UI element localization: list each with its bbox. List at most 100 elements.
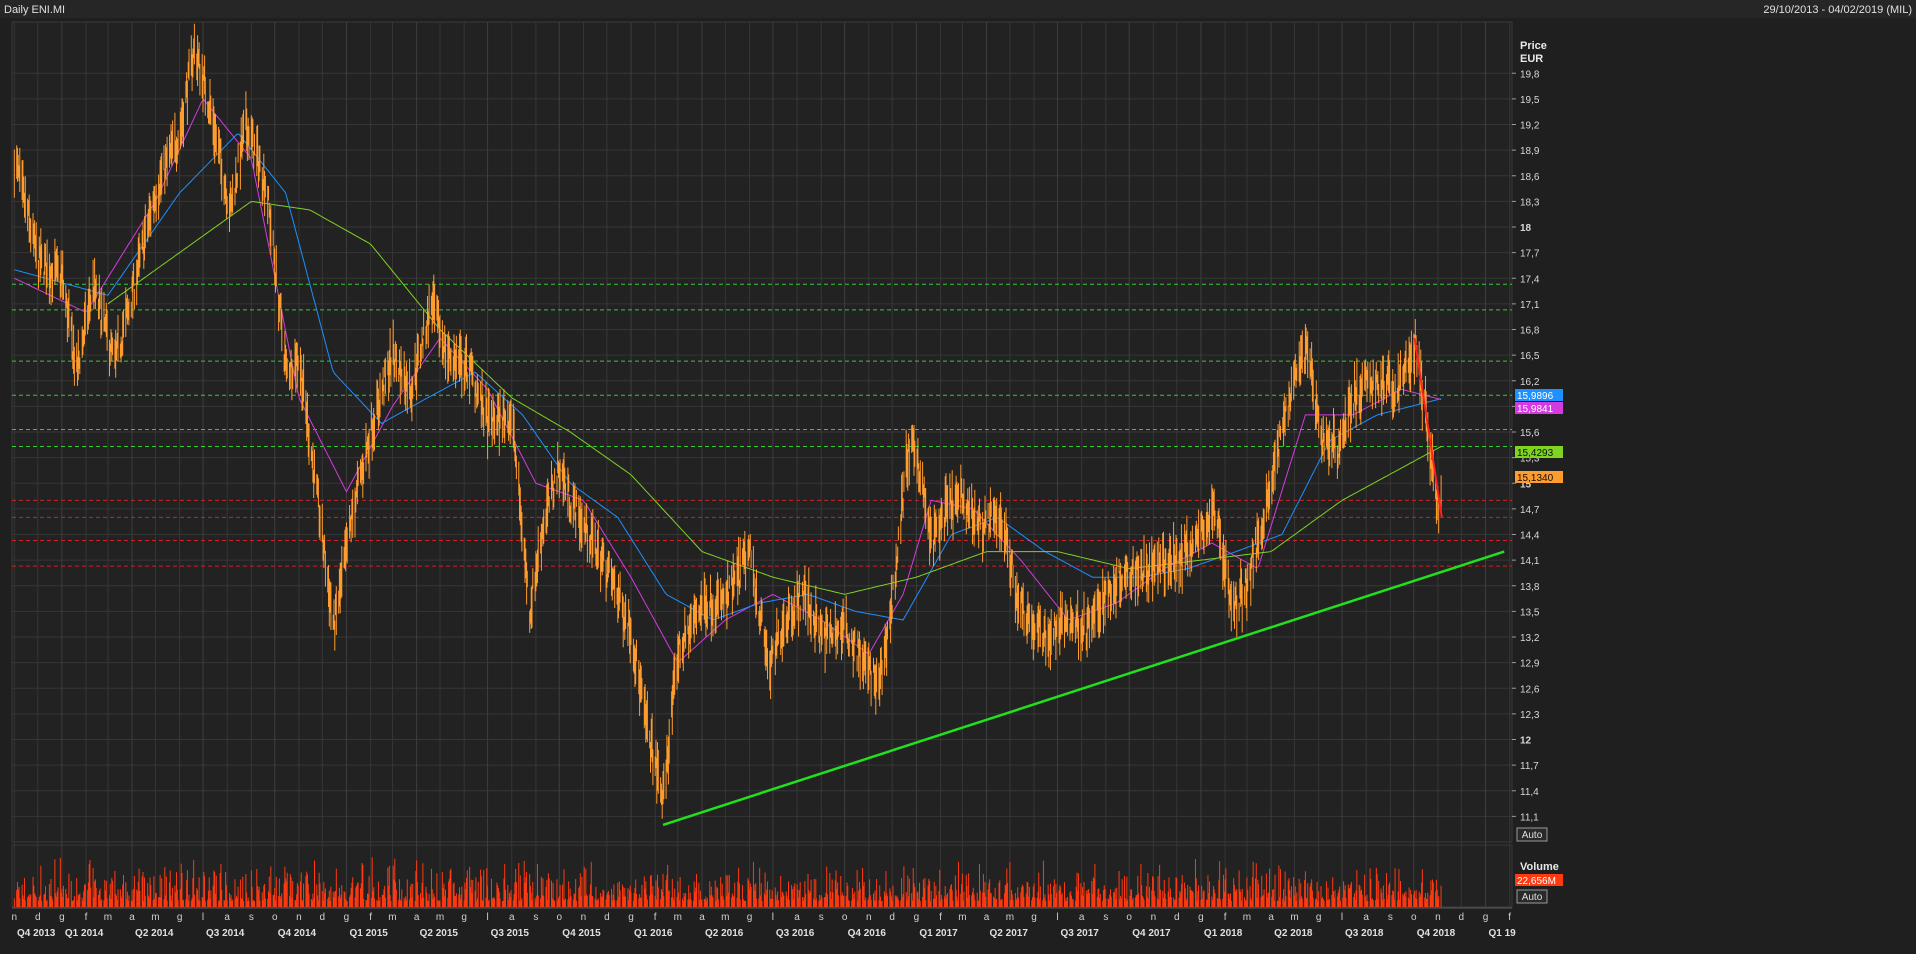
month-label: d	[1459, 912, 1465, 923]
quarter-label: Q1 19	[1488, 928, 1516, 939]
month-label: d	[320, 912, 326, 923]
month-label: a	[1079, 912, 1085, 923]
month-label: o	[1126, 912, 1132, 923]
price-tick-label: 15,6	[1520, 428, 1540, 439]
price-tick-label: 16,2	[1520, 377, 1540, 388]
volume-auto-button[interactable]: Auto	[1516, 889, 1548, 904]
month-label: g	[344, 912, 350, 923]
month-label: g	[914, 912, 920, 923]
value-tag-ma-blue: 15,9896	[1515, 389, 1563, 402]
price-tick-label: 14,7	[1520, 505, 1540, 516]
volume-auto-label: Auto	[1522, 892, 1543, 903]
month-label: m	[1290, 912, 1298, 923]
price-tick-label: 12	[1520, 736, 1532, 747]
price-tick-label: 18,6	[1520, 172, 1540, 183]
month-label: a	[794, 912, 800, 923]
month-label: d	[1174, 912, 1180, 923]
quarter-label: Q4 2014	[278, 928, 317, 939]
price-tick-label: 11,4	[1520, 787, 1539, 798]
date-range: 29/10/2013 - 04/02/2019 (MIL)	[1763, 4, 1912, 16]
month-label: g	[461, 912, 467, 923]
price-tick-label: 14,4	[1520, 531, 1540, 542]
quarter-label: Q1 2018	[1204, 928, 1243, 939]
moving-average-green	[107, 201, 1442, 595]
price-bars	[13, 23, 1442, 819]
month-label: g	[1316, 912, 1322, 923]
price-tick-label: 19,8	[1520, 69, 1540, 80]
month-label: l	[772, 912, 774, 923]
quarter-label: Q1 2014	[65, 928, 104, 939]
price-tick-label: 17,7	[1520, 249, 1540, 260]
value-tag-ma-green-text: 15,4293	[1517, 448, 1554, 459]
header-bar	[0, 0, 1916, 18]
month-label: n	[866, 912, 872, 923]
quarter-label: Q4 2016	[848, 928, 887, 939]
quarter-label: Q4 2013	[17, 928, 56, 939]
price-tick-label: 12,6	[1520, 684, 1540, 695]
month-label: a	[1363, 912, 1369, 923]
month-label: f	[1224, 912, 1227, 923]
quarter-label: Q3 2016	[776, 928, 815, 939]
price-tick-label: 15	[1520, 479, 1532, 490]
month-label: m	[958, 912, 966, 923]
price-tick-label: 17,4	[1520, 274, 1540, 285]
month-label: o	[1411, 912, 1417, 923]
month-label: s	[249, 912, 254, 923]
month-label: g	[628, 912, 634, 923]
month-label: g	[177, 912, 183, 923]
volume-bars	[13, 857, 1442, 907]
price-tick-label: 18	[1520, 223, 1532, 234]
month-label: m	[151, 912, 159, 923]
price-tick-label: 15,3	[1520, 454, 1540, 465]
price-tick-label: 14,1	[1520, 556, 1540, 567]
quarter-label: Q4 2017	[1132, 928, 1171, 939]
price-auto-button[interactable]: Auto	[1516, 827, 1548, 842]
price-auto-label: Auto	[1522, 830, 1543, 841]
month-label: g	[747, 912, 753, 923]
month-label: d	[889, 912, 895, 923]
month-label: d	[604, 912, 610, 923]
value-tag-volume-text: 22,656M	[1517, 876, 1556, 887]
trendline-support-green	[662, 550, 1505, 827]
month-label: m	[1243, 912, 1251, 923]
quarter-label: Q1 2016	[634, 928, 673, 939]
month-label: m	[436, 912, 444, 923]
price-tick-label: 12,3	[1520, 710, 1540, 721]
quarter-label: Q2 2018	[1274, 928, 1313, 939]
price-axis-ticks: 19,8 19,5 19,2 18,9 18,6 18,3 18 17,7 17,4 17,1 16…	[1512, 69, 1540, 823]
month-label: n	[1435, 912, 1441, 923]
month-label: s	[1388, 912, 1393, 923]
month-label: n	[296, 912, 302, 923]
chart-title: Daily ENI.MI	[4, 4, 65, 16]
month-label: m	[1006, 912, 1014, 923]
month-label: n	[1151, 912, 1157, 923]
quarter-label: Q4 2018	[1417, 928, 1456, 939]
price-tick-label: 11,7	[1520, 761, 1539, 772]
price-tick-label: 13,5	[1520, 607, 1540, 618]
quarter-label: Q3 2017	[1060, 928, 1099, 939]
value-tag-ma-magenta: 15,9841	[1515, 402, 1563, 415]
month-label: g	[1483, 912, 1489, 923]
month-label: m	[721, 912, 729, 923]
month-label: g	[59, 912, 65, 923]
month-label: f	[939, 912, 942, 923]
price-tick-label: 13,2	[1520, 633, 1540, 644]
price-tick-label: 18,3	[1520, 197, 1540, 208]
month-label: s	[533, 912, 538, 923]
value-tag-ma-green: 15,4293	[1515, 446, 1563, 459]
gridlines	[12, 22, 1512, 907]
month-label: s	[1103, 912, 1108, 923]
month-label: o	[272, 912, 278, 923]
volume-axis-title: Volume	[1520, 861, 1559, 873]
quarter-label: Q3 2018	[1345, 928, 1384, 939]
value-tag-ma-blue-text: 15,9896	[1517, 391, 1554, 402]
value-tag-price: 15,1340	[1515, 471, 1563, 484]
month-label: g	[1031, 912, 1037, 923]
value-tag-volume: 22,656M	[1515, 874, 1563, 887]
month-label: s	[819, 912, 824, 923]
price-tick-label: 19,5	[1520, 95, 1540, 106]
month-label: o	[557, 912, 563, 923]
month-label: n	[581, 912, 587, 923]
